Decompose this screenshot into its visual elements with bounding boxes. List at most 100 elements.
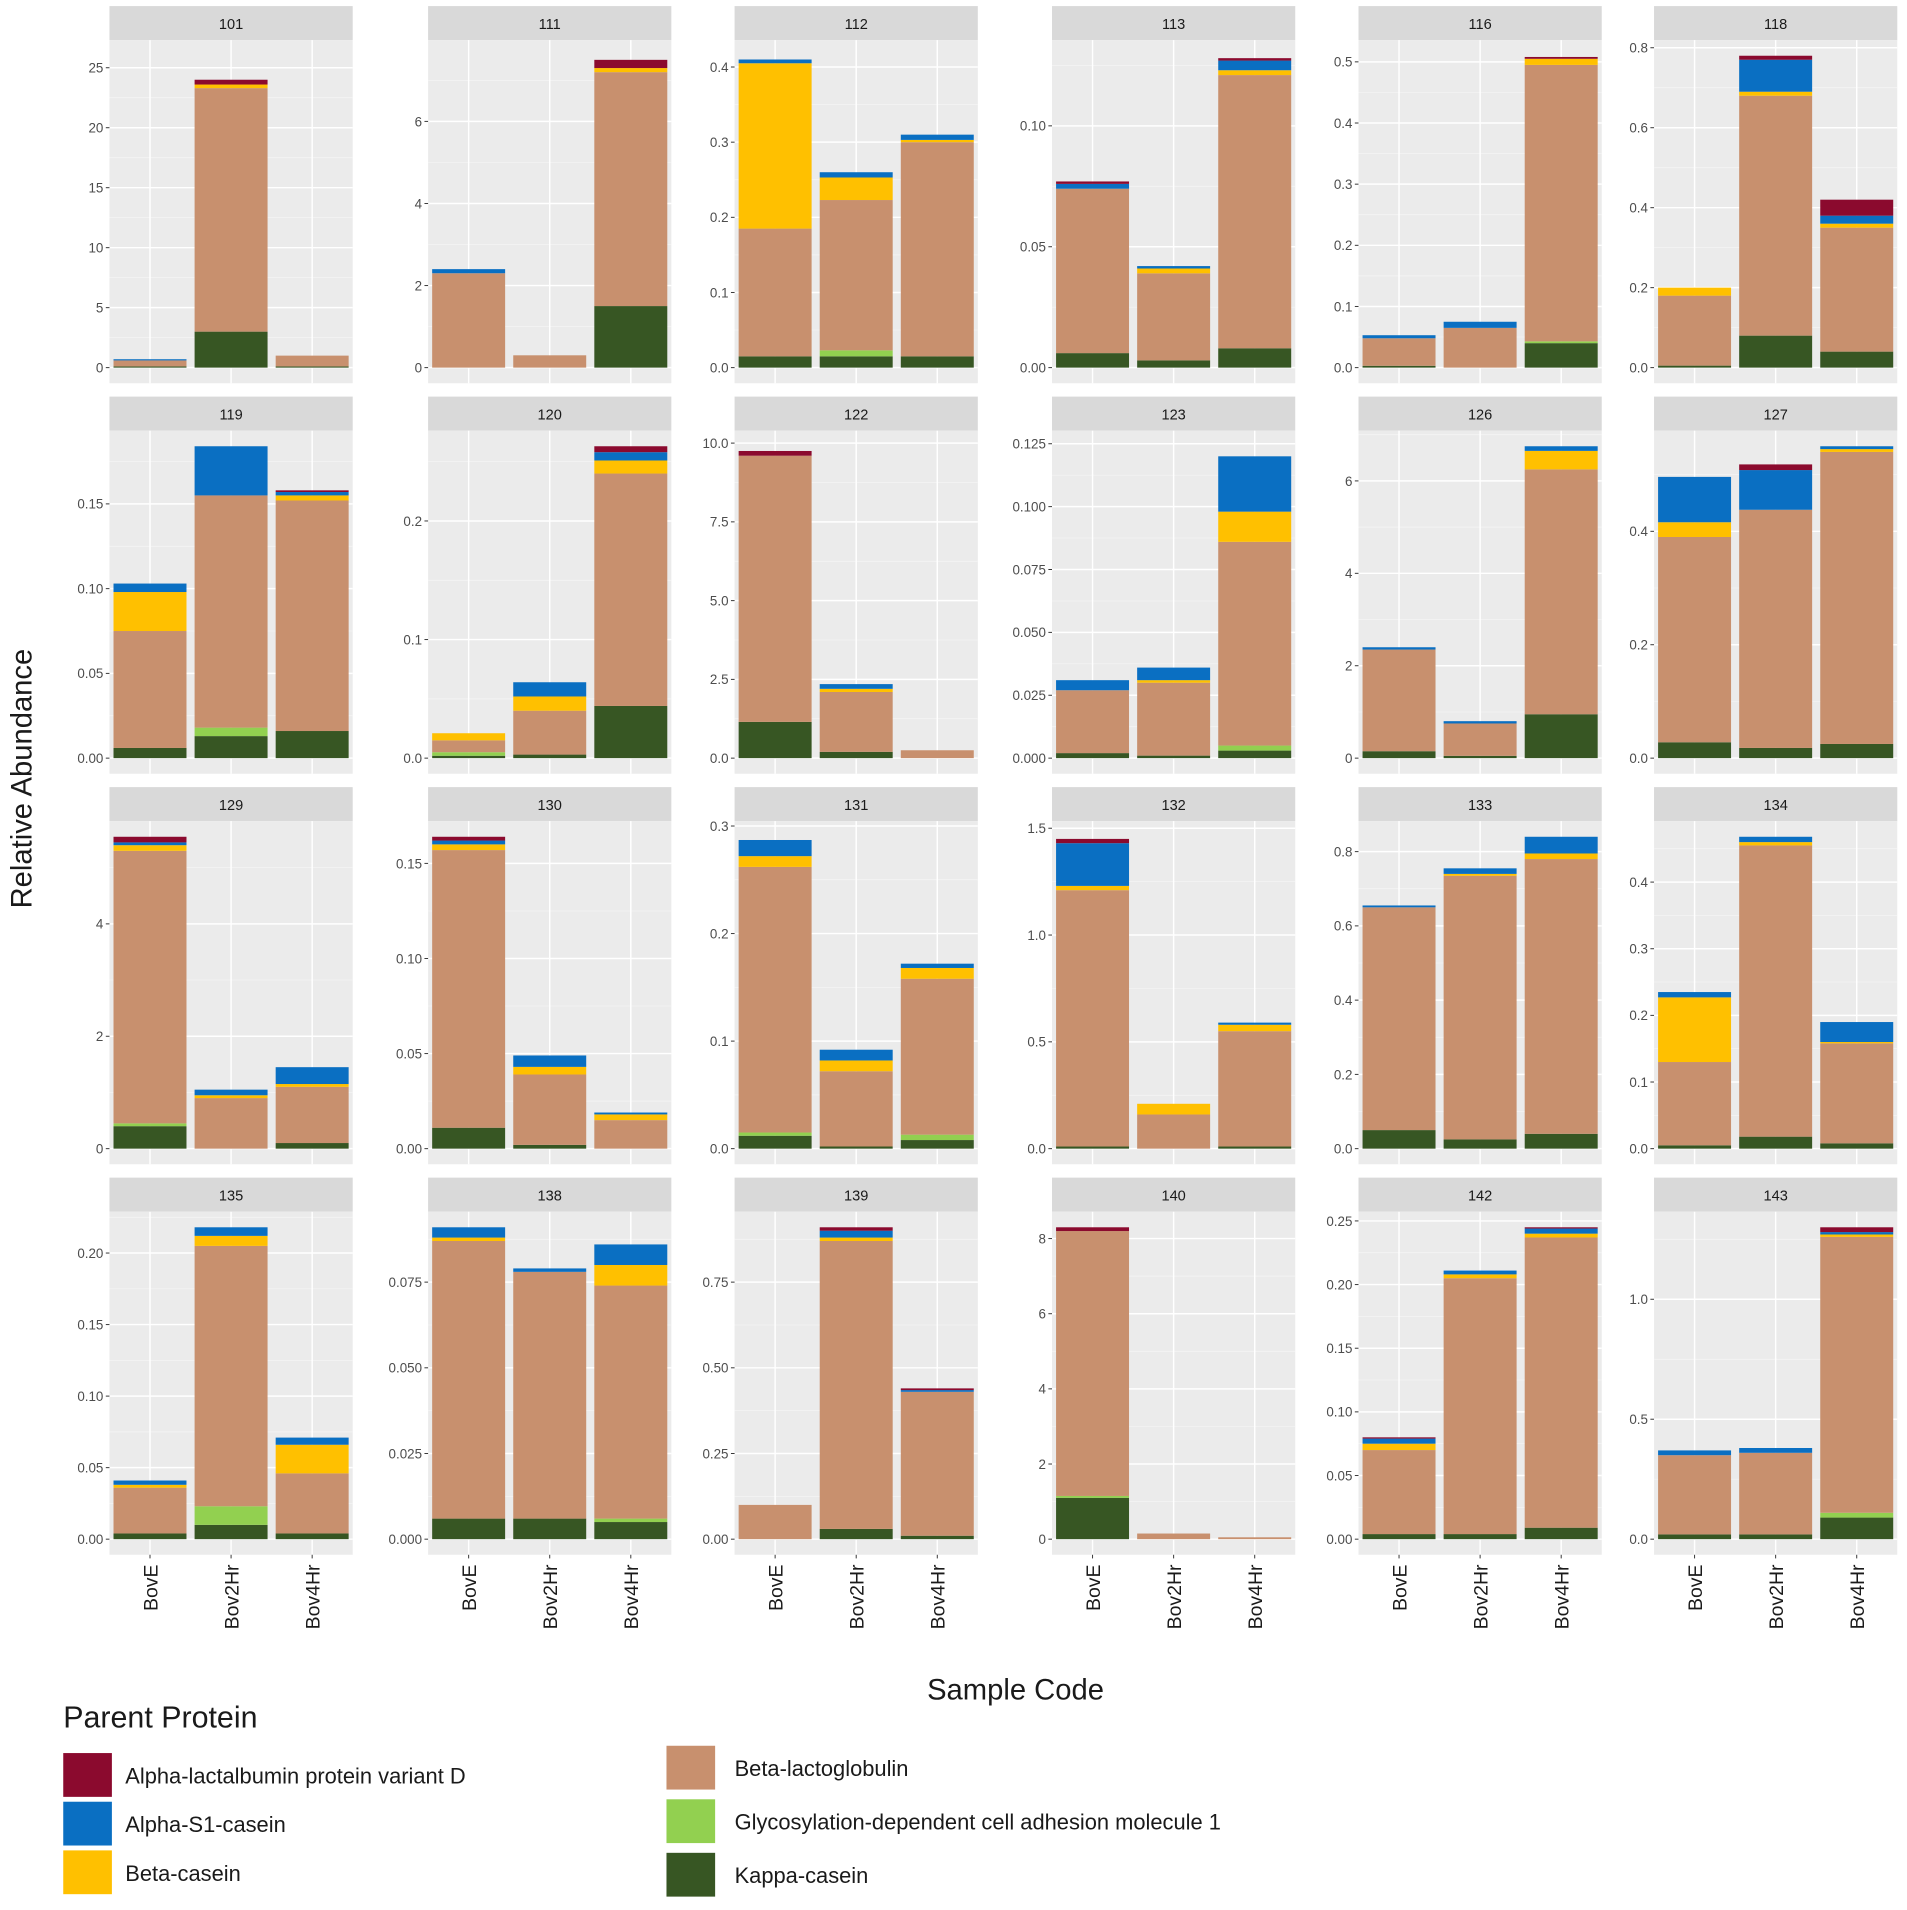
y-tick-label: 0.6 [1629, 121, 1648, 136]
bar-segment-bov2hr-glycosylation-dependent-cell-adhesion-molecule-1 [194, 1506, 268, 1525]
bar-segment-bov2hr-kappa-casein [1443, 755, 1517, 759]
y-tick-label: 0.15 [77, 1317, 103, 1332]
x-tick-label: Bov4Hr [1847, 1564, 1869, 1629]
x-tick-label: Bov2Hr [1470, 1564, 1492, 1629]
bar-segment-bove-kappa-casein [1362, 1130, 1436, 1149]
bar-segment-bove-alpha-s1-casein [1658, 992, 1732, 998]
y-tick-label: 4 [96, 917, 104, 932]
facet-strip-label: 127 [1763, 408, 1787, 424]
facet-panel-119: 119 0.00 0.05 0.10 0.15 [77, 396, 353, 774]
bar-segment-bov2hr-kappa-casein [1739, 1534, 1813, 1540]
bar-segment-bove-beta-lactoglobulin [738, 1504, 812, 1540]
y-tick-label: 0.05 [77, 666, 103, 681]
bar-segment-bove-beta-lactoglobulin [1658, 1062, 1732, 1146]
bar-segment-bove-beta-casein [1658, 287, 1732, 296]
facet-strip [734, 396, 978, 431]
bar-segment-bove-kappa-casein [113, 1533, 187, 1540]
y-tick-label: 0.10 [77, 1389, 103, 1404]
bar-segment-bove-kappa-casein [1658, 365, 1732, 368]
y-tick-label: 0.3 [710, 135, 729, 150]
y-tick-label: 0.0 [710, 1142, 729, 1157]
bar-segment-bov4hr-alpha-s1-casein [1820, 215, 1894, 224]
bar-segment-bove-beta-lactoglobulin [432, 1240, 506, 1519]
bar-segment-bov2hr-beta-lactoglobulin [819, 1071, 893, 1147]
bar-segment-bove-kappa-casein [113, 747, 187, 759]
bar-segment-bov4hr-kappa-casein [594, 306, 668, 368]
bar-segment-bove-alpha-s1-casein [1056, 183, 1130, 189]
bar-segment-bov2hr-kappa-casein [513, 754, 587, 759]
y-tick-label: 0.4 [710, 60, 729, 75]
bar-segment-bov2hr-kappa-casein [819, 751, 893, 759]
bar-segment-bov2hr-beta-casein [1137, 1103, 1211, 1115]
y-tick-label: 0.2 [1334, 1067, 1353, 1082]
legend-swatch [666, 1745, 716, 1790]
bar-segment-bov4hr-kappa-casein [594, 705, 668, 759]
bar-segment-bov4hr-kappa-casein [1524, 1133, 1598, 1149]
y-tick-label: 0.00 [77, 1532, 103, 1547]
y-tick-label: 0.2 [403, 514, 422, 529]
facet-strip-label: 116 [1468, 17, 1491, 33]
bar-segment-bove-kappa-casein [113, 366, 187, 368]
bar-segment-bov2hr-beta-lactoglobulin [819, 691, 893, 752]
bar-segment-bov2hr-alpha-lactalbumin-protein-variant-d [194, 79, 268, 85]
bar-segment-bov4hr-beta-casein [275, 1084, 349, 1087]
bar-segment-bove-kappa-casein [1056, 1146, 1130, 1149]
bar-segment-bove-glycosylation-dependent-cell-adhesion-molecule-1 [738, 1132, 812, 1136]
facet-strip-label: 134 [1763, 798, 1787, 814]
facet-strip-label: 131 [844, 798, 868, 814]
bar-segment-bov4hr-beta-casein [1820, 449, 1894, 452]
bar-segment-bov2hr-beta-lactoglobulin [194, 88, 268, 332]
x-tick-label: Bov4Hr [302, 1564, 324, 1629]
facet-panel-143: 143 0.0 0.5 1.0 BovE Bov2Hr Bov4Hr [1629, 1177, 1898, 1629]
bar-segment-bove-kappa-casein [1658, 1145, 1732, 1149]
bar-segment-bov4hr-beta-lactoglobulin [1820, 451, 1894, 744]
bar-segment-bove-beta-lactoglobulin [1362, 1450, 1436, 1535]
facet-strip-label: 135 [219, 1189, 243, 1205]
bar-segment-bov4hr-beta-casein [900, 139, 974, 143]
bar-segment-bov4hr-beta-lactoglobulin [1218, 1031, 1292, 1147]
bar-segment-bov4hr-alpha-s1-casein [1524, 836, 1598, 854]
bar-segment-bov2hr-beta-lactoglobulin [513, 710, 587, 755]
bar-segment-bov4hr-beta-lactoglobulin [275, 500, 349, 732]
bar-segment-bove-alpha-lactalbumin-protein-variant-d [1362, 1437, 1436, 1439]
bar-segment-bov4hr-alpha-s1-casein [275, 1067, 349, 1085]
facet-panel-126: 126 0 2 4 6 [1345, 396, 1602, 774]
bar-segment-bove-alpha-s1-casein [1362, 1438, 1436, 1444]
bar-segment-bove-glycosylation-dependent-cell-adhesion-molecule-1 [1056, 1495, 1130, 1498]
bar-segment-bov2hr-kappa-casein [1739, 1136, 1813, 1149]
bar-segment-bove-beta-lactoglobulin [1362, 907, 1436, 1131]
facet-strip [109, 787, 353, 822]
y-tick-label: 0.00 [77, 751, 103, 766]
y-tick-label: 4 [415, 196, 423, 211]
bar-segment-bov2hr-beta-lactoglobulin [1443, 875, 1517, 1140]
bar-segment-bove-alpha-s1-casein [113, 583, 187, 593]
facet-strip [428, 1177, 672, 1212]
y-tick-label: 15 [88, 181, 103, 196]
bar-segment-bov4hr-alpha-lactalbumin-protein-variant-d [1524, 1227, 1598, 1229]
bar-segment-bov2hr-kappa-casein [1443, 1139, 1517, 1149]
bar-segment-bov2hr-alpha-s1-casein [1739, 1448, 1813, 1453]
bar-segment-bov2hr-beta-casein [513, 696, 587, 711]
legend-item: Alpha-lactalbumin protein variant D [63, 1753, 466, 1797]
bar-segment-bov4hr-beta-lactoglobulin [900, 142, 974, 357]
bar-segment-bov2hr-alpha-s1-casein [194, 446, 268, 496]
facet-panel-130: 130 0.00 0.05 0.10 0.15 [396, 787, 672, 1165]
y-tick-label: 0.2 [1334, 238, 1353, 253]
y-tick-label: 0.025 [1012, 688, 1045, 703]
bar-segment-bov2hr-beta-lactoglobulin [194, 495, 268, 728]
y-tick-label: 0.3 [1334, 177, 1353, 192]
y-tick-label: 0.100 [1012, 499, 1045, 514]
y-tick-label: 0.1 [403, 632, 422, 647]
bar-segment-bove-beta-lactoglobulin [1056, 890, 1130, 1147]
y-tick-label: 0.25 [1326, 1214, 1352, 1229]
legend-item: Kappa-casein [666, 1852, 868, 1897]
facet-strip-label: 111 [539, 17, 561, 33]
y-tick-label: 0.15 [1326, 1341, 1352, 1356]
bar-segment-bove-beta-lactoglobulin [113, 360, 187, 367]
bar-segment-bov2hr-beta-casein [819, 1237, 893, 1241]
bar-segment-bove-beta-lactoglobulin [432, 850, 506, 1128]
bar-segment-bov2hr-glycosylation-dependent-cell-adhesion-molecule-1 [194, 727, 268, 737]
y-tick-label: 0.1 [710, 285, 729, 300]
facet-strip-label: 129 [219, 798, 243, 814]
